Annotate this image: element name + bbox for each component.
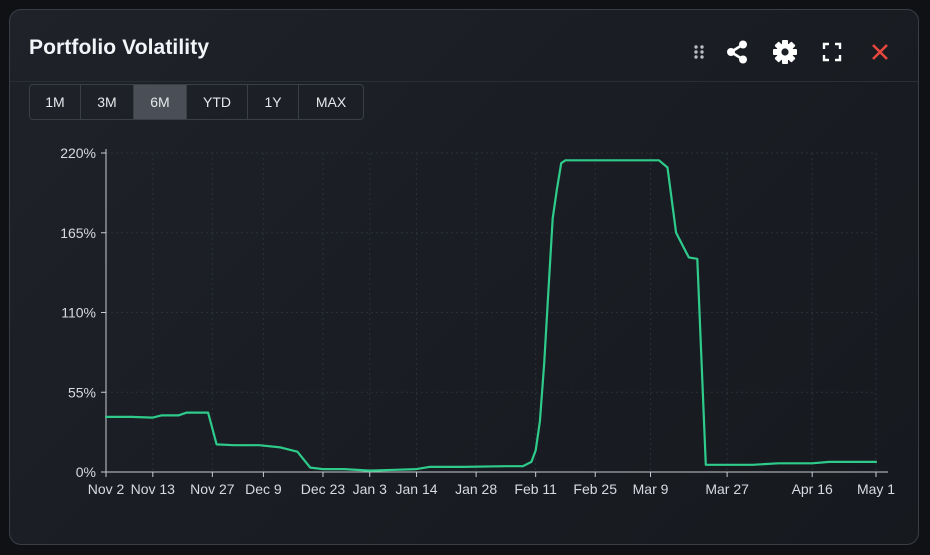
widget-title: Portfolio Volatility [29,36,210,59]
x-tick-label: Feb 11 [514,481,557,497]
range-button-max[interactable]: MAX [315,94,347,110]
drag-handle-icon[interactable] [685,38,713,66]
range-button-6m[interactable]: 6M [134,85,187,119]
volatility-widget: Portfolio Volatility [9,9,919,545]
x-tick-label: Nov 2 [88,481,125,497]
x-tick-label: May 1 [857,481,895,497]
volatility-chart: 0% 55% 110% 165% 220% Nov 2 Nov 13 Nov 27 Dec 9 D… [60,145,895,497]
y-tick-label: 110% [61,305,96,321]
volatility-series-line [104,159,878,472]
x-tick-label: Dec 9 [245,481,282,497]
x-tick-label: Jan 28 [455,481,497,497]
x-tick-label: Jan 14 [396,481,438,497]
gear-icon[interactable] [771,38,799,66]
x-tick-label: Mar 27 [705,481,749,497]
range-button-1m[interactable]: 1M [30,85,81,119]
header-divider [10,81,918,82]
x-tick-label: Nov 27 [190,481,235,497]
range-button-1y[interactable]: 1Y [248,85,299,119]
x-tick-label: Dec 23 [301,481,346,497]
close-icon[interactable] [866,38,894,66]
y-tick-label: 165% [60,225,96,241]
range-selector: 1M 3M 6M YTD 1Y MAX [29,84,364,120]
x-tick-label: Nov 13 [131,481,176,497]
x-tick-label: Mar 9 [633,481,669,497]
fullscreen-icon[interactable] [818,38,846,66]
range-button-ytd[interactable]: YTD [187,85,248,119]
range-button-3m[interactable]: 3M [81,85,134,119]
x-tick-label: Feb 25 [573,481,617,497]
x-tick-label: Apr 16 [792,481,833,497]
x-tick-label: Jan 3 [353,481,387,497]
share-icon[interactable] [723,38,751,66]
y-tick-label: 55% [68,384,96,400]
y-tick-label: 220% [60,145,96,161]
y-tick-label: 0% [76,464,96,480]
